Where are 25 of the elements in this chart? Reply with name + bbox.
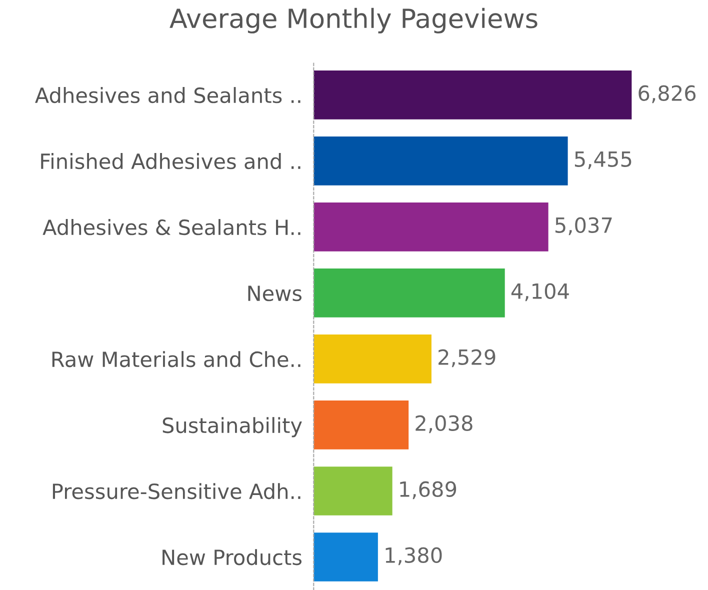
y-tick-label: Adhesives and Sealants .. bbox=[35, 87, 300, 104]
y-tick-label: Sustainability bbox=[162, 417, 302, 438]
y-tick-label: News bbox=[248, 286, 302, 302]
data-label: 6,826 bbox=[638, 85, 696, 104]
data-label: 5,455 bbox=[574, 152, 632, 170]
bar bbox=[314, 400, 409, 450]
bar bbox=[314, 532, 378, 582]
y-tick-label: Adhesives & Sealants H.. bbox=[42, 219, 300, 236]
bar bbox=[314, 334, 432, 384]
y-tick-label: Pressure-Sensitive Adh.. bbox=[52, 483, 300, 500]
y-tick-label: New Products bbox=[162, 549, 302, 566]
data-label: 1,689 bbox=[400, 481, 456, 500]
data-label: 2,038 bbox=[416, 415, 472, 434]
bar bbox=[314, 202, 548, 252]
bar bbox=[314, 136, 568, 186]
data-label: 2,529 bbox=[438, 349, 496, 368]
chart-title: Average Monthly Pageviews bbox=[170, 8, 538, 34]
data-label: 4,104 bbox=[511, 283, 569, 302]
y-tick-label: Finished Adhesives and .. bbox=[41, 153, 300, 170]
y-tick-label: Raw Materials and Che.. bbox=[52, 351, 300, 368]
data-label: 1,380 bbox=[386, 547, 442, 566]
data-label: 5,037 bbox=[555, 217, 612, 236]
bar bbox=[314, 466, 392, 516]
bar bbox=[314, 268, 505, 318]
bar bbox=[314, 70, 632, 120]
